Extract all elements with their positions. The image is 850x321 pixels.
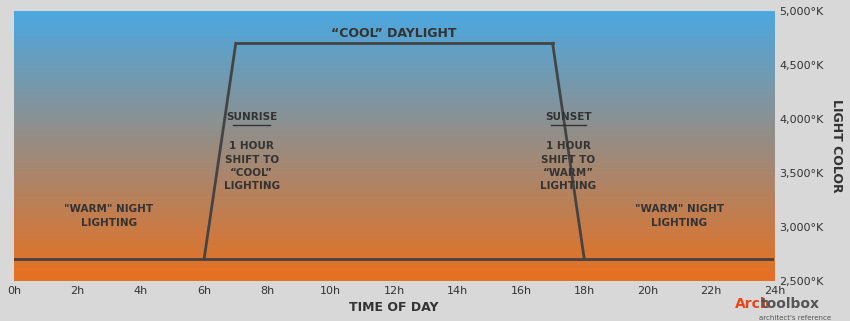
Text: 1 HOUR
SHIFT TO
“WARM”
LIGHTING: 1 HOUR SHIFT TO “WARM” LIGHTING xyxy=(541,142,597,191)
Text: "WARM" NIGHT
LIGHTING: "WARM" NIGHT LIGHTING xyxy=(635,204,724,228)
Text: architect's reference: architect's reference xyxy=(759,315,831,321)
Text: 1 HOUR
SHIFT TO
“COOL”
LIGHTING: 1 HOUR SHIFT TO “COOL” LIGHTING xyxy=(224,142,280,191)
Text: Arch: Arch xyxy=(735,297,771,311)
Y-axis label: LIGHT COLOR: LIGHT COLOR xyxy=(830,99,843,193)
Text: “COOL” DAYLIGHT: “COOL” DAYLIGHT xyxy=(332,27,457,40)
Text: SUNSET: SUNSET xyxy=(545,112,592,122)
Text: SUNRISE: SUNRISE xyxy=(226,112,277,122)
X-axis label: TIME OF DAY: TIME OF DAY xyxy=(349,301,439,314)
Text: "WARM" NIGHT
LIGHTING: "WARM" NIGHT LIGHTING xyxy=(65,204,154,228)
Text: toolbox: toolbox xyxy=(761,297,819,311)
